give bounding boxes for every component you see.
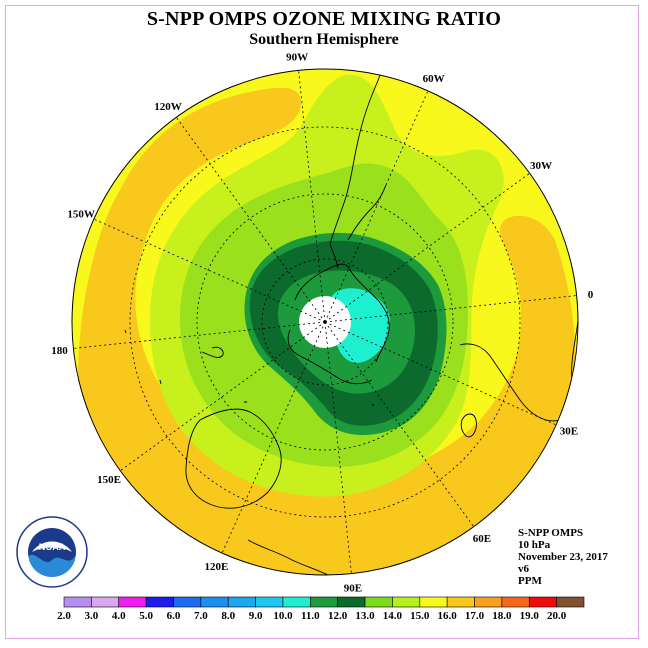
longitude-label: 60W [423,73,445,85]
longitude-label: 30W [530,160,552,172]
info-date: November 23, 2017 [518,551,608,563]
longitude-label: 180 [51,345,68,357]
info-block: S-NPP OMPS 10 hPa November 23, 2017 v6 P… [518,527,608,587]
coastline-africa [459,319,578,422]
coastline-madagascar [460,413,477,438]
longitude-label: 150W [67,208,95,220]
meridian-line [324,321,557,426]
map-border [71,68,579,576]
coastlines [124,69,578,575]
longitude-label: 30E [560,426,578,438]
meridians [73,70,577,574]
longitude-label: 90W [286,51,308,63]
meridian-line [93,218,326,323]
longitude-label: 90E [344,583,362,595]
longitude-label: 120E [204,561,228,573]
meridian-line [324,321,352,574]
meridian-line [324,295,577,323]
coastline-antarctic-peninsula [329,243,339,269]
coastline-australia [185,408,282,509]
coastline-new-zealand [201,346,224,358]
coastline-antarctica [287,263,390,385]
meridian-line [73,321,326,349]
meridian-line [221,321,326,554]
info-instrument: S-NPP OMPS [518,527,584,539]
meridian-line [120,321,326,472]
longitude-label: 150E [97,474,121,486]
coastline-indian-ocean-islands [124,329,375,407]
longitude-label: 60E [473,533,491,545]
meridian-line [324,321,475,527]
meridian-line [175,117,326,323]
info-units: PPM [518,575,542,587]
ozone-field-16-17 [78,87,575,575]
logo-bird [32,541,72,552]
info-version: v6 [518,563,529,575]
longitude-labels: 90W 60W 30W 0 30E 60E 90E 120E 150E 180 150W 120W [51,51,594,594]
logo-text: NOAA [39,542,66,552]
noaa-logo: NOAA [16,516,88,588]
info-level: 10 hPa [518,539,551,551]
map-subtitle: Southern Hemisphere [249,31,399,48]
meridian-line [298,70,326,323]
logo-wave [29,554,75,577]
longitude-label: 120W [154,101,182,113]
latitude-circles [129,126,521,518]
coastline-southeast-asia [247,539,331,575]
map-title: S-NPP OMPS OZONE MIXING RATIO [146,8,502,30]
meridian-line [324,172,530,323]
longitude-label: 0 [588,289,594,301]
meridian-line [324,90,429,323]
plot-frame [5,5,639,639]
